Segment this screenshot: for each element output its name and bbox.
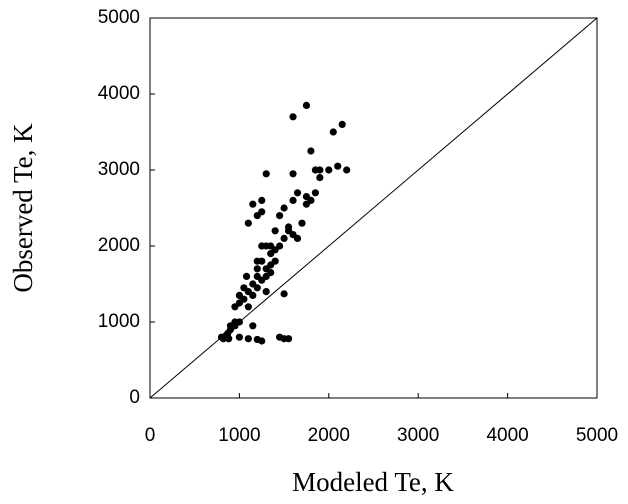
point — [267, 269, 275, 277]
point — [280, 234, 288, 242]
x-axis-title: Modeled Te, K — [292, 467, 454, 497]
y-tick-label: 2000 — [98, 235, 140, 256]
point — [258, 208, 266, 216]
x-tick-label: 4000 — [486, 425, 528, 446]
point — [284, 335, 293, 343]
point — [316, 174, 324, 182]
point — [249, 200, 257, 208]
point — [280, 290, 288, 298]
y-tick-label: 5000 — [98, 7, 140, 28]
x-tick-label: 2000 — [308, 425, 350, 446]
point — [329, 128, 337, 136]
point — [244, 219, 252, 227]
y-axis-title: Observed Te, K — [8, 123, 38, 293]
y-tick-label: 4000 — [98, 83, 140, 104]
point — [244, 303, 252, 311]
point — [307, 147, 315, 155]
point — [311, 189, 319, 197]
point — [289, 170, 297, 178]
point — [338, 120, 346, 128]
point — [302, 101, 311, 109]
point — [249, 291, 257, 299]
point — [253, 265, 261, 273]
point — [316, 166, 324, 174]
point — [249, 322, 257, 330]
point — [235, 291, 243, 299]
point — [289, 113, 297, 121]
point — [271, 227, 279, 235]
point — [343, 166, 351, 174]
point — [298, 219, 306, 227]
point — [276, 212, 284, 220]
plot-frame — [149, 17, 598, 399]
point — [258, 337, 266, 345]
point — [235, 333, 243, 341]
x-tick-label: 5000 — [576, 425, 618, 446]
point — [225, 335, 233, 343]
point — [258, 242, 266, 250]
y-tick-label: 0 — [129, 387, 140, 408]
y-tick-label: 1000 — [98, 311, 140, 332]
x-tick-label: 1000 — [218, 425, 260, 446]
point — [325, 166, 333, 174]
point — [289, 196, 297, 204]
y-tick-label: 3000 — [98, 159, 140, 180]
point — [262, 288, 270, 296]
point — [253, 257, 261, 265]
point — [280, 204, 288, 212]
point — [242, 272, 251, 280]
point — [293, 189, 302, 197]
point — [293, 234, 302, 242]
point — [262, 170, 270, 178]
point — [258, 196, 266, 204]
point — [307, 196, 315, 204]
point — [334, 162, 342, 170]
point — [226, 322, 235, 330]
x-tick-label: 0 — [145, 425, 156, 446]
reference-line — [149, 17, 598, 399]
point — [271, 257, 279, 265]
point — [253, 284, 261, 292]
point — [271, 246, 279, 254]
point — [244, 335, 252, 343]
x-tick-label: 3000 — [397, 425, 439, 446]
